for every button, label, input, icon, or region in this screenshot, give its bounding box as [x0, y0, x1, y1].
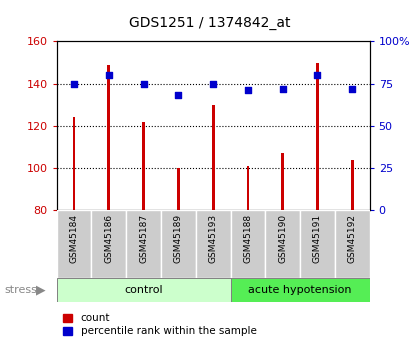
Point — [349, 86, 356, 91]
Text: control: control — [124, 285, 163, 295]
Bar — [231, 210, 265, 278]
Text: GSM45192: GSM45192 — [348, 214, 357, 263]
Bar — [161, 210, 196, 278]
Point — [279, 86, 286, 91]
Text: acute hypotension: acute hypotension — [248, 285, 352, 295]
Text: stress: stress — [4, 285, 37, 295]
Bar — [300, 210, 335, 278]
Text: GSM45187: GSM45187 — [139, 214, 148, 263]
Bar — [247, 166, 249, 210]
Text: GSM45191: GSM45191 — [313, 214, 322, 263]
Text: ▶: ▶ — [37, 283, 46, 296]
Text: GDS1251 / 1374842_at: GDS1251 / 1374842_at — [129, 16, 291, 30]
Point — [244, 88, 251, 93]
Text: GSM45186: GSM45186 — [104, 214, 113, 263]
Bar — [265, 210, 300, 278]
Point — [105, 72, 112, 78]
Point — [314, 72, 321, 78]
Text: GSM45184: GSM45184 — [70, 214, 79, 263]
Bar — [196, 210, 231, 278]
Bar — [57, 278, 231, 302]
Bar — [73, 117, 76, 210]
Bar — [57, 210, 92, 278]
Bar — [316, 62, 319, 210]
Bar — [281, 154, 284, 210]
Text: GSM45193: GSM45193 — [209, 214, 218, 263]
Point — [175, 93, 182, 98]
Point — [140, 81, 147, 86]
Text: GSM45190: GSM45190 — [278, 214, 287, 263]
Bar — [335, 210, 370, 278]
Bar — [142, 122, 145, 210]
Bar — [177, 168, 180, 210]
Bar — [351, 160, 354, 210]
Bar — [92, 210, 126, 278]
Bar — [231, 278, 370, 302]
Text: GSM45189: GSM45189 — [174, 214, 183, 263]
Legend: count, percentile rank within the sample: count, percentile rank within the sample — [62, 312, 257, 337]
Point — [71, 81, 77, 86]
Text: GSM45188: GSM45188 — [244, 214, 252, 263]
Point — [210, 81, 217, 86]
Bar — [212, 105, 215, 210]
Bar — [126, 210, 161, 278]
Bar — [108, 65, 110, 210]
